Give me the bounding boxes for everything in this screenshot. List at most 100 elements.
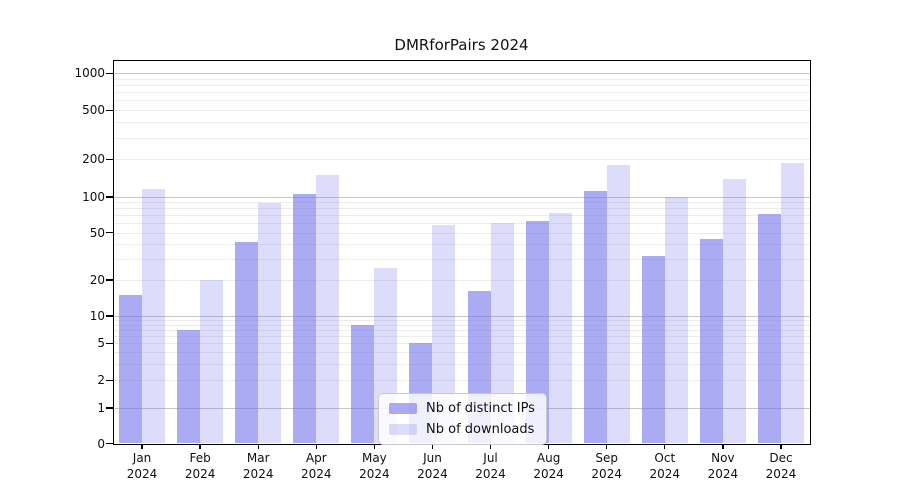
gridline-minor xyxy=(113,100,810,102)
ytick-50 xyxy=(106,232,113,234)
gridline-minor xyxy=(113,92,810,94)
gridline-minor xyxy=(113,363,810,365)
xtick-label-jun: Jun 2024 xyxy=(417,450,448,481)
legend-item-distinct-ips: Nb of distinct IPs xyxy=(389,400,535,417)
gridline-minor xyxy=(113,279,810,281)
bar-distinct-ips-may xyxy=(351,324,375,444)
gridline-minor xyxy=(113,329,810,331)
gridline-minor xyxy=(113,122,810,124)
gridline-minor xyxy=(113,208,810,210)
xtick-label-sep: Sep 2024 xyxy=(591,450,622,481)
gridline-minor xyxy=(113,258,810,260)
bar-downloads-aug xyxy=(548,212,572,444)
bar-downloads-feb xyxy=(200,279,224,444)
gridline-minor xyxy=(113,324,810,326)
legend-swatch-downloads xyxy=(389,424,417,435)
xtick-jun xyxy=(431,443,434,449)
xtick-label-nov: Nov 2024 xyxy=(707,450,739,481)
gridline-minor xyxy=(113,319,810,321)
xtick-label-aug: Aug 2024 xyxy=(533,450,564,481)
legend-label-downloads: Nb of downloads xyxy=(426,422,535,437)
gridline-major-10 xyxy=(113,315,810,317)
xtick-oct xyxy=(664,443,666,449)
ytick-label-5: 5 xyxy=(97,336,105,351)
xtick-apr xyxy=(315,443,317,449)
bar-downloads-jan xyxy=(142,189,166,444)
xtick-label-apr: Apr 2024 xyxy=(301,450,332,481)
gridline-minor xyxy=(113,202,810,204)
ytick-500 xyxy=(106,109,113,112)
xtick-nov xyxy=(722,443,724,449)
right-spine xyxy=(810,60,812,445)
gridline-minor xyxy=(113,343,810,345)
gridline-minor xyxy=(113,137,810,139)
xtick-aug xyxy=(547,443,550,449)
bar-downloads-apr xyxy=(316,174,340,444)
ytick-100 xyxy=(106,196,113,198)
xtick-mar xyxy=(257,443,259,449)
ytick-2 xyxy=(106,379,113,381)
gridline-minor xyxy=(113,215,810,217)
bar-downloads-jul xyxy=(490,223,514,444)
ytick-label-100: 100 xyxy=(82,189,105,204)
gridline-minor xyxy=(113,159,810,161)
ytick-label-10: 10 xyxy=(89,308,105,323)
xtick-label-jan: Jan 2024 xyxy=(126,450,158,481)
ytick-label-20: 20 xyxy=(89,272,105,287)
bar-downloads-mar xyxy=(258,203,282,444)
xtick-dec xyxy=(780,443,782,449)
xtick-label-jul: Jul 2024 xyxy=(475,450,506,481)
xtick-jan xyxy=(141,443,143,449)
bar-distinct-ips-feb xyxy=(177,329,201,444)
bar-downloads-nov xyxy=(722,178,746,444)
ytick-10 xyxy=(106,315,113,317)
top-spine xyxy=(113,60,811,62)
ytick-label-1: 1 xyxy=(97,400,105,415)
bar-distinct-ips-oct xyxy=(641,255,665,444)
bar-distinct-ips-apr xyxy=(293,193,317,444)
gridline-major-100 xyxy=(113,196,810,198)
xtick-label-oct: Oct 2024 xyxy=(649,450,681,481)
ytick-1 xyxy=(106,407,113,409)
gridline-minor xyxy=(113,232,810,234)
gridline-minor xyxy=(113,110,810,112)
xtick-label-dec: Dec 2024 xyxy=(765,450,797,481)
bar-distinct-ips-dec xyxy=(757,213,781,444)
gridline-minor xyxy=(113,244,810,246)
xtick-label-may: May 2024 xyxy=(359,450,390,481)
gridline-minor xyxy=(113,223,810,225)
ytick-0 xyxy=(106,443,113,445)
gridline-minor xyxy=(113,352,810,354)
ytick-label-500: 500 xyxy=(82,103,105,118)
gridline-minor xyxy=(113,336,810,338)
y-axis-spine xyxy=(113,60,115,445)
bar-downloads-sep xyxy=(606,165,630,444)
bar-distinct-ips-nov xyxy=(699,239,723,444)
ytick-label-0: 0 xyxy=(97,436,105,451)
gridline-minor xyxy=(113,380,810,381)
legend-item-downloads: Nb of downloads xyxy=(389,421,535,438)
chart-title: DMRforPairs 2024 xyxy=(394,36,529,54)
legend-swatch-distinct-ips xyxy=(389,403,417,414)
gridline-minor xyxy=(113,78,810,80)
xtick-sep xyxy=(606,443,608,449)
bar-distinct-ips-aug xyxy=(525,221,549,444)
gridline-minor xyxy=(113,84,810,86)
bar-distinct-ips-sep xyxy=(583,190,607,444)
xtick-may xyxy=(373,443,376,449)
ytick-1000 xyxy=(106,72,113,74)
xtick-label-mar: Mar 2024 xyxy=(242,450,274,481)
bar-downloads-oct xyxy=(664,196,688,444)
ytick-200 xyxy=(106,158,113,161)
xtick-feb xyxy=(199,443,201,449)
ytick-label-50: 50 xyxy=(89,225,105,240)
legend: Nb of distinct IPs Nb of downloads xyxy=(378,393,547,445)
xtick-jul xyxy=(489,443,492,449)
legend-label-distinct-ips: Nb of distinct IPs xyxy=(426,401,535,416)
ytick-20 xyxy=(106,279,113,281)
bar-distinct-ips-jan xyxy=(119,294,143,444)
bar-distinct-ips-mar xyxy=(235,241,259,444)
ytick-label-200: 200 xyxy=(82,152,105,167)
ytick-label-1000: 1000 xyxy=(74,66,105,80)
